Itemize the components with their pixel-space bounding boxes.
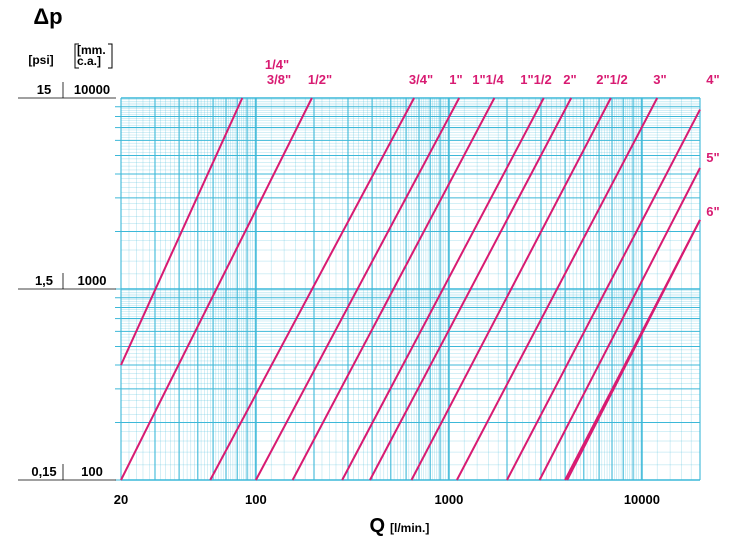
- x-tick-label-0: 20: [114, 492, 128, 507]
- series-line-10: [538, 167, 701, 481]
- x-tick-label-3: 10000: [624, 492, 660, 507]
- series-label-9: 3": [653, 72, 666, 87]
- series-line-4: [291, 97, 496, 481]
- y-tick-mm-0: 10000: [74, 82, 110, 97]
- x-axis-unit: [l/min.]: [390, 521, 429, 535]
- series-lines: [120, 97, 701, 481]
- y-tick-mm-2: 100: [81, 464, 103, 479]
- series-label-5: 1"1/4: [472, 72, 504, 87]
- series-line-9: [506, 109, 701, 481]
- y-tick-mm-1: 1000: [78, 273, 107, 288]
- y-axis-ticks: 15 1,5 0,15 10000 1000 100: [18, 82, 116, 481]
- y-axis-unit-mmca: [mm.c.a.]: [74, 43, 113, 69]
- series-label-12: 6": [706, 204, 719, 219]
- y-tick-psi-2: 0,15: [31, 464, 56, 479]
- unit-mmca-line-1: c.a.]: [77, 54, 101, 68]
- series-line-2: [209, 97, 415, 481]
- y-tick-psi-1: 1,5: [35, 273, 53, 288]
- series-label-7: 2": [563, 72, 576, 87]
- series-label-11: 5": [706, 150, 719, 165]
- series-line-12: [564, 219, 701, 481]
- series-line-3: [255, 97, 461, 481]
- series-label-4: 1": [449, 72, 462, 87]
- series-line-0: [120, 97, 244, 366]
- unit-bracket-right: [108, 43, 113, 69]
- series-line-7: [410, 97, 612, 481]
- x-axis-ticks: 20 100 1000 10000: [114, 492, 660, 507]
- x-axis-label: Q: [369, 515, 385, 537]
- y-tick-psi-0: 15: [37, 82, 51, 97]
- series-label-10: 4": [706, 72, 719, 87]
- series-label-8: 2"1/2: [596, 72, 627, 87]
- unit-mmca-line-0: [mm.: [77, 43, 106, 57]
- series-labels: 1/4"3/8" 1/2" 3/4" 1" 1"1/4 1"1/2 2" 2"1/2 3" 4" 5…: [265, 57, 720, 219]
- x-tick-label-2: 1000: [434, 492, 463, 507]
- series-line-6: [369, 97, 573, 481]
- x-tick-label-1: 100: [245, 492, 267, 507]
- series-line-5: [341, 97, 545, 481]
- series-line-1: [120, 97, 313, 481]
- grid-major: [115, 97, 701, 481]
- series-label-6: 1"1/2: [520, 72, 551, 87]
- series-label-0: 1/4": [265, 57, 289, 72]
- y-axis-unit-psi: [psi]: [28, 53, 53, 67]
- unit-bracket-left: [74, 43, 79, 69]
- series-label-1: 3/8": [267, 72, 291, 87]
- series-label-3: 3/4": [409, 72, 433, 87]
- chart-title: Δp: [33, 4, 62, 29]
- series-label-2: 1/2": [308, 72, 332, 87]
- series-line-8: [456, 97, 659, 481]
